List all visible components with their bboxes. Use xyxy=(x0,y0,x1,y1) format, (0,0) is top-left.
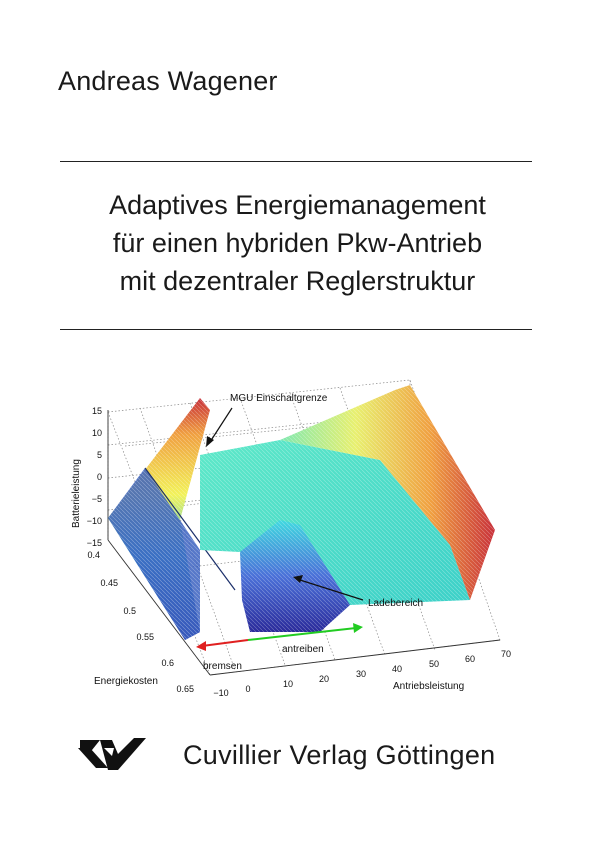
title-line-3: mit dezentraler Reglerstruktur xyxy=(119,266,476,296)
z-tick: 15 xyxy=(92,406,102,416)
bottom-divider xyxy=(60,329,532,330)
annotation-lade-arrow xyxy=(299,579,364,601)
x-axis-ticks: −10 0 10 20 30 40 50 60 70 xyxy=(213,649,511,698)
axis-lines xyxy=(107,410,501,676)
publisher-name: Cuvillier Verlag Göttingen xyxy=(183,740,496,770)
antreiben-arrow xyxy=(247,627,357,641)
x-tick: 20 xyxy=(319,674,329,684)
z-tick: 0 xyxy=(97,472,102,482)
z-tick: 5 xyxy=(97,450,102,460)
title-line-1: Adaptives Energiemanagement xyxy=(109,190,486,220)
y-tick: 0.45 xyxy=(100,578,118,588)
y-axis-ticks: 0.4 0.45 0.5 0.55 0.6 0.65 xyxy=(87,550,194,694)
author-name: Andreas Wagener xyxy=(58,66,278,96)
y-tick: 0.6 xyxy=(161,658,174,668)
book-title: Adaptives Energiemanagement für einen hy… xyxy=(0,186,595,300)
label-antreiben: antreiben xyxy=(282,644,324,655)
bremsen-arrow xyxy=(201,639,249,647)
y-tick: 0.4 xyxy=(87,550,100,560)
x-tick: 10 xyxy=(283,679,293,689)
x-axis-label: Antriebsleistung xyxy=(393,681,464,692)
z-tick: 10 xyxy=(92,428,102,438)
cover-figure-3d-surface: 15 10 5 0 −5 −10 −15 Batterieleistung 0.… xyxy=(50,370,550,710)
x-tick: 40 xyxy=(392,664,402,674)
x-tick: 70 xyxy=(501,649,511,659)
label-bremsen: bremsen xyxy=(203,661,242,672)
x-tick: 0 xyxy=(245,684,250,694)
y-tick: 0.65 xyxy=(176,684,194,694)
y-axis-label: Energiekosten xyxy=(94,676,158,687)
z-tick: −15 xyxy=(87,538,102,548)
z-tick: −5 xyxy=(92,494,102,504)
title-line-2: für einen hybriden Pkw-Antrieb xyxy=(112,228,483,258)
annotation-lade: Ladebereich xyxy=(368,598,423,609)
top-divider xyxy=(60,161,532,162)
x-tick: −10 xyxy=(213,688,228,698)
y-tick: 0.55 xyxy=(136,632,154,642)
annotation-mgu: MGU Einschaltgrenze xyxy=(230,393,328,404)
x-tick: 50 xyxy=(429,659,439,669)
y-tick: 0.5 xyxy=(123,606,136,616)
z-axis-ticks: 15 10 5 0 −5 −10 −15 xyxy=(87,406,102,548)
annotation-mgu-arrow xyxy=(209,407,233,443)
surface-plot: 15 10 5 0 −5 −10 −15 Batterieleistung 0.… xyxy=(71,379,511,698)
x-tick: 60 xyxy=(465,654,475,664)
z-axis-label: Batterieleistung xyxy=(71,459,82,528)
publisher-logo xyxy=(74,730,150,774)
x-tick: 30 xyxy=(356,669,366,679)
z-tick: −10 xyxy=(87,516,102,526)
